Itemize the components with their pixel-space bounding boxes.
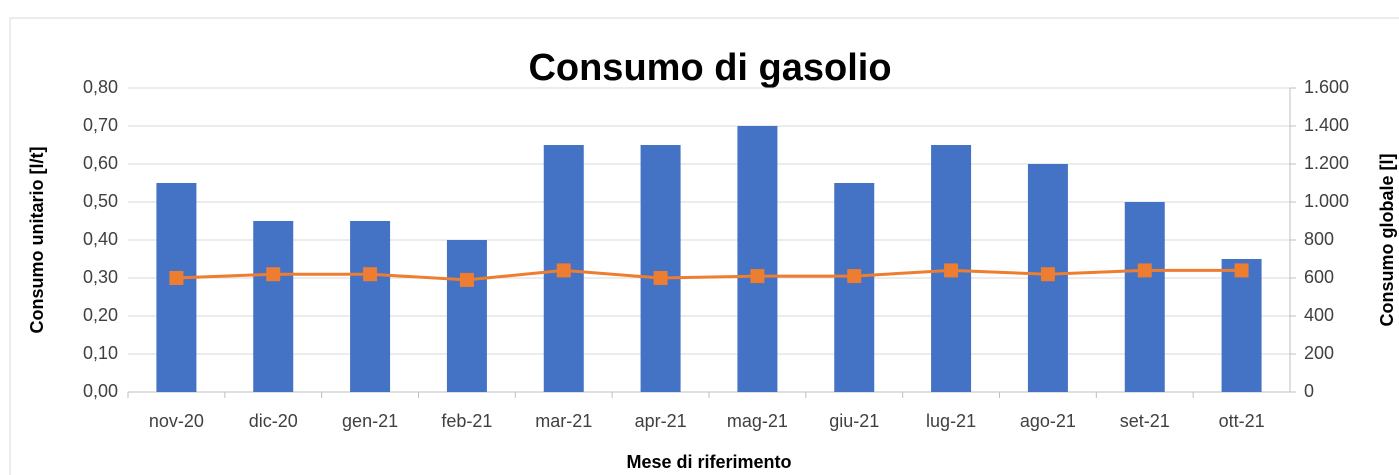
x-axis-title: Mese di riferimento (626, 452, 791, 472)
x-tick-label: lug-21 (926, 411, 976, 431)
y2-axis-title: Consumo globale [l] (1377, 154, 1397, 327)
x-tick-label: ott-21 (1219, 411, 1265, 431)
y2-tick-label: 1.200 (1304, 153, 1349, 173)
bar (350, 221, 391, 392)
y-tick-label: 0,00 (83, 381, 118, 401)
x-tick-label: giu-21 (829, 411, 879, 431)
line (176, 268, 1242, 282)
y2-tick-label: 400 (1304, 305, 1334, 325)
marker (363, 267, 378, 282)
y-tick-label: 0,80 (83, 77, 118, 97)
x-tick-label: mar-21 (535, 411, 592, 431)
y-tick-label: 0,10 (83, 343, 118, 363)
marker (556, 263, 571, 278)
y2-tick-label: 1.600 (1304, 77, 1349, 97)
marker (653, 271, 668, 285)
marker (1040, 267, 1055, 282)
y2-tick-label: 600 (1304, 267, 1334, 287)
marker (750, 269, 765, 284)
y-tick-label: 0,40 (83, 229, 118, 249)
y2-tick-label: 1.400 (1304, 115, 1349, 135)
marker (169, 271, 184, 285)
marker (1234, 263, 1249, 278)
bar (1124, 202, 1165, 392)
y2-tick-label: 200 (1304, 343, 1334, 363)
x-tick-label: nov-20 (149, 411, 204, 431)
x-tick-label: mag-21 (727, 411, 788, 431)
y2-tick-label: 0 (1304, 381, 1314, 401)
y-tick-label: 0,60 (83, 153, 118, 173)
bar (1221, 259, 1262, 392)
marker (459, 272, 474, 287)
bar (834, 183, 875, 392)
chart-title: Consumo di gasolio (528, 47, 891, 89)
marker (847, 269, 862, 284)
y-axis-title: Consumo unitario [l/t] (27, 147, 47, 334)
x-tick-label: gen-21 (342, 411, 398, 431)
y-tick-label: 0,50 (83, 191, 118, 211)
y2-tick-label: 1.000 (1304, 191, 1349, 211)
bar (737, 126, 778, 392)
x-tick-label: apr-21 (635, 411, 687, 431)
marker (1137, 263, 1152, 278)
marker (266, 267, 281, 282)
x-tick-label: set-21 (1120, 411, 1170, 431)
chart-border (9, 17, 1399, 475)
bar (156, 183, 197, 392)
y-tick-label: 0,30 (83, 267, 118, 287)
x-tick-label: feb-21 (441, 411, 492, 431)
bar (253, 221, 294, 392)
y-tick-label: 0,20 (83, 305, 118, 325)
bar (640, 145, 681, 392)
bar (446, 240, 487, 392)
x-tick-label: dic-20 (249, 411, 298, 431)
y2-tick-label: 800 (1304, 229, 1334, 249)
y-tick-label: 0,70 (83, 115, 118, 135)
x-tick-label: ago-21 (1020, 411, 1076, 431)
marker (944, 263, 959, 278)
